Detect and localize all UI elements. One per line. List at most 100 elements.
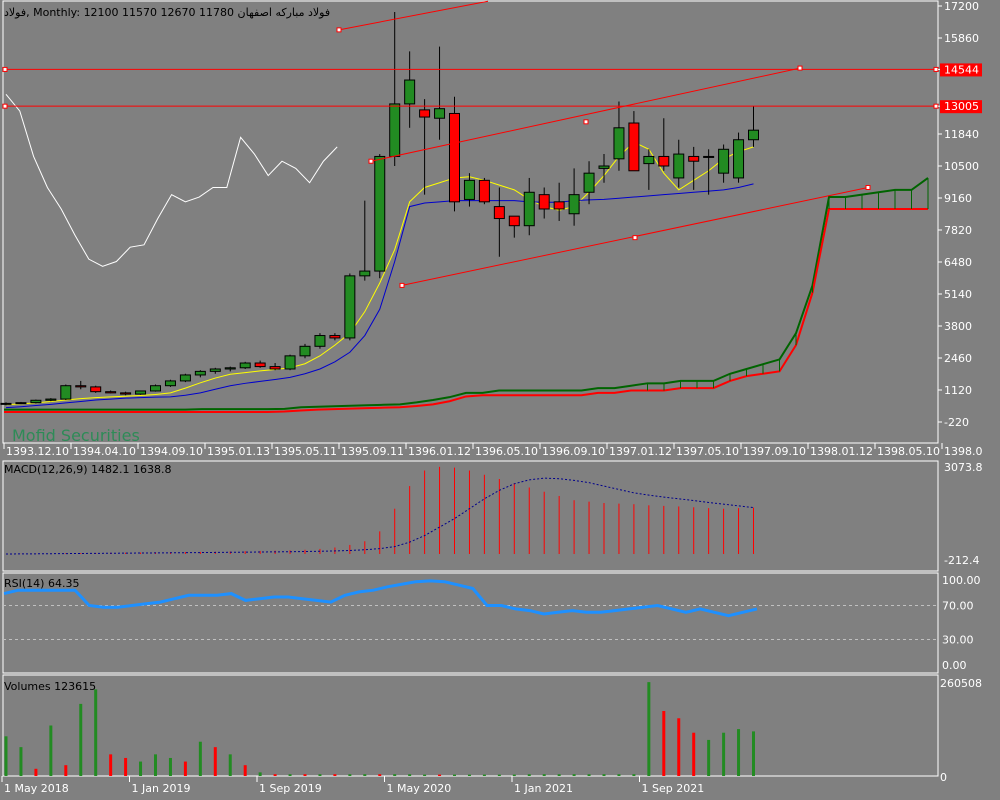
date-tick-label: 1 May 2018	[4, 782, 69, 795]
candle-body	[523, 191, 535, 227]
candle-body	[449, 112, 460, 203]
time-tick-label: 1395.05.11	[274, 445, 337, 458]
candle-body	[703, 155, 715, 158]
channel-top-line	[370, 67, 801, 162]
time-tick-label: 1398.05.10	[877, 445, 940, 458]
candle-body	[60, 385, 72, 400]
candle-body	[748, 129, 759, 141]
candle-body	[613, 127, 625, 160]
price-tick-label: 1120	[944, 384, 972, 397]
macd-tick-label: 3073.8	[944, 461, 983, 474]
price-tick-label: 7820	[944, 224, 972, 237]
candle-body	[508, 215, 520, 227]
candle-body	[628, 122, 640, 172]
rsi-tick-label: 100.00	[942, 574, 981, 587]
time-tick-label: 1394.04.10	[73, 445, 136, 458]
rsi-header: RSI(14) 64.35	[4, 577, 79, 590]
main-header: فولاد, Monthly: 12100 11570 12670 11780 …	[4, 6, 330, 19]
rsi-tick-label: 0.00	[942, 659, 967, 672]
cloud-span-b	[4, 207, 928, 413]
candle-body	[718, 148, 730, 174]
date-tick-label: 1 Sep 2021	[642, 782, 705, 795]
price-tick-label: 10500	[944, 160, 979, 173]
trendline-handle	[797, 65, 803, 71]
candle-body	[90, 386, 102, 393]
candle-body	[15, 402, 27, 405]
candle-body	[553, 201, 565, 210]
trendline-handle	[399, 282, 405, 288]
candle-body	[0, 402, 12, 405]
rsi-panel	[2, 572, 939, 674]
time-tick-label: 1395.01.13	[207, 445, 270, 458]
trendline-handle	[368, 158, 374, 164]
time-tick-label: 1396.01.12	[408, 445, 471, 458]
time-tick-label: 1397.05.10	[676, 445, 739, 458]
candle-body	[374, 155, 386, 272]
candle-body	[75, 385, 87, 388]
candle-body	[538, 194, 550, 210]
macd-signal-line	[5, 477, 754, 555]
candle-body	[493, 206, 505, 220]
blue-ma-line	[5, 183, 754, 409]
candle-body	[30, 399, 42, 404]
candle-body	[105, 391, 117, 394]
price-tick-label: 9160	[944, 192, 972, 205]
main-panel	[2, 0, 939, 444]
trendline-handle	[865, 184, 871, 190]
trendline-handle	[336, 27, 342, 33]
level-handle	[2, 103, 8, 109]
macd-panel	[2, 460, 939, 572]
candle-body	[269, 366, 281, 370]
candle-body	[404, 79, 416, 105]
candle-body	[583, 172, 595, 193]
candle-body	[463, 179, 475, 200]
candle-body	[568, 194, 580, 215]
candle-body	[658, 155, 670, 167]
price-tick-label: 3800	[944, 320, 972, 333]
candle-body	[179, 374, 191, 382]
time-tick-label: 1396.05.10	[475, 445, 538, 458]
candle-body	[209, 368, 221, 372]
time-tick-label: 1397.09.10	[743, 445, 806, 458]
level-handle	[933, 66, 939, 72]
price-tick-label: 17200	[944, 0, 979, 13]
candle-body	[224, 367, 236, 370]
price-tick-label: 15860	[944, 32, 979, 45]
candle-body	[419, 109, 431, 118]
price-tick-label: 2460	[944, 352, 972, 365]
price-tick-label: 5140	[944, 288, 972, 301]
candle-body	[120, 392, 132, 395]
price-level-label: 13005	[944, 100, 979, 113]
cloud-span-a	[4, 177, 929, 411]
price-level-label-bg	[940, 63, 982, 77]
candle-body	[135, 390, 147, 395]
candle-body	[673, 153, 685, 179]
time-tick-label: 1395.09.11	[341, 445, 404, 458]
time-tick-label: 1397.01.12	[609, 445, 672, 458]
candle-body	[329, 335, 341, 339]
price-tick-label: 11840	[944, 128, 979, 141]
candle-body	[314, 335, 326, 347]
time-tick-label: 1394.09.10	[140, 445, 203, 458]
candle-body	[688, 155, 700, 162]
rsi-line	[3, 579, 758, 618]
price-tick-label: 6480	[944, 256, 972, 269]
macd-header: MACD(12,26,9) 1482.1 1638.8	[4, 463, 172, 476]
volume-header: Volumes 123615	[4, 680, 96, 693]
level-handle	[933, 103, 939, 109]
time-tick-label: 1398.0	[944, 445, 983, 458]
candle-body	[598, 165, 610, 169]
candle-body	[164, 380, 176, 387]
volume-tick-label: 0	[940, 771, 947, 784]
candle-body	[194, 370, 206, 376]
candle-body	[733, 139, 745, 179]
date-tick-label: 1 Sep 2019	[259, 782, 322, 795]
upper-trendline	[338, 0, 489, 31]
time-tick-label: 1398.01.12	[810, 445, 873, 458]
candle-body	[478, 179, 490, 203]
date-tick-label: 1 Jan 2021	[514, 782, 573, 795]
candle-body	[359, 270, 371, 277]
white-indicator-line	[5, 94, 338, 267]
